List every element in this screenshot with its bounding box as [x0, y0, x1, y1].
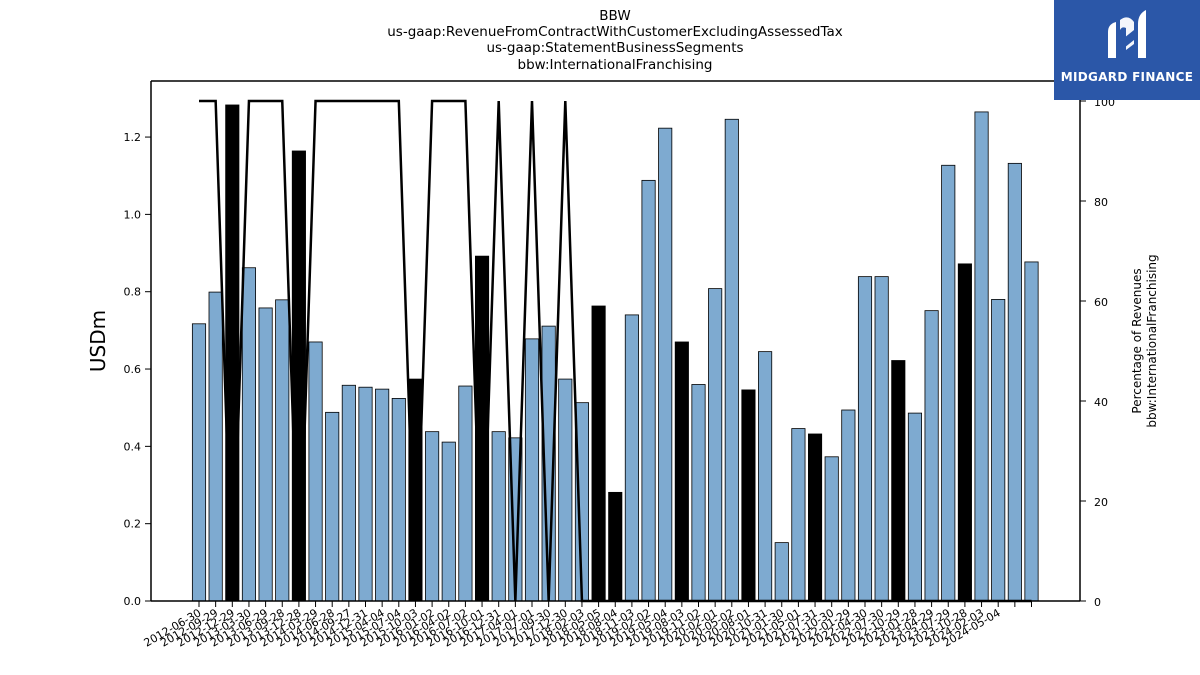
- bar: [758, 351, 773, 602]
- y-tick-label: 0.0: [124, 595, 142, 608]
- bar: [291, 150, 306, 602]
- bar: [941, 164, 956, 602]
- bar: [241, 267, 257, 602]
- bar: [824, 456, 839, 602]
- bar: [991, 299, 1006, 602]
- bar: [275, 299, 290, 602]
- bar: [924, 310, 939, 602]
- bar: [724, 118, 739, 602]
- chart-title-line-1: BBW: [599, 8, 630, 24]
- bar: [691, 384, 706, 602]
- bar: [808, 433, 823, 602]
- y-tick-label: 0.6: [124, 363, 142, 376]
- bar: [857, 276, 873, 602]
- bar: [974, 111, 989, 602]
- bar: [208, 291, 223, 602]
- y-tick-label: 0.8: [124, 286, 142, 299]
- bar: [524, 338, 540, 602]
- bar: [558, 378, 573, 602]
- bar: [491, 431, 506, 602]
- brand-logo: MIDGARD FINANCE: [1054, 0, 1200, 100]
- chart-title-line-3: us-gaap:StatementBusinessSegments: [486, 40, 743, 56]
- bar: [641, 179, 656, 602]
- logo-mark-icon: [1108, 10, 1146, 58]
- bar: [741, 389, 756, 602]
- bar: [325, 411, 340, 602]
- x-axis-ticks: 2012-06-302012-09-292012-12-292013-03-30…: [142, 601, 1032, 650]
- bar: [1024, 261, 1039, 602]
- bar-series: [191, 104, 1039, 602]
- bar: [957, 263, 972, 602]
- y-axis-right-label-line-2: bbw:InternationalFranchising: [1145, 254, 1159, 427]
- bar: [841, 409, 856, 602]
- bar: [1007, 162, 1022, 602]
- bar: [341, 384, 356, 602]
- bar: [258, 307, 273, 602]
- bar: [391, 398, 406, 602]
- bar: [708, 288, 723, 602]
- y-right-tick-label: 80: [1094, 196, 1108, 209]
- y-axis-right-label-line-1: Percentage of Revenues: [1130, 268, 1144, 413]
- bar: [375, 388, 390, 602]
- chart-title-line-2: us-gaap:RevenueFromContractWithCustomerE…: [387, 24, 843, 40]
- bar: [358, 386, 373, 602]
- y-right-tick-label: 40: [1094, 396, 1108, 409]
- y-right-tick-label: 20: [1094, 496, 1108, 509]
- y-right-tick-label: 0: [1094, 596, 1101, 609]
- chart-title-line-4: bbw:InternationalFranchising: [518, 57, 713, 73]
- bar: [458, 385, 473, 602]
- bar: [425, 431, 440, 602]
- y-tick-label: 0.2: [124, 518, 142, 531]
- bar: [608, 491, 623, 602]
- bar: [907, 412, 922, 602]
- y-tick-label: 1.2: [124, 131, 142, 144]
- y-axis-left-ticks: 0.0 0.2 0.4 0.6 0.8 1.0 1.2: [124, 131, 151, 608]
- axes: [150, 80, 1081, 602]
- y-right-tick-label: 60: [1094, 296, 1108, 309]
- bar: [441, 441, 456, 602]
- bar: [874, 276, 889, 602]
- bar: [308, 341, 323, 602]
- bar: [891, 360, 906, 602]
- y-tick-label: 1.0: [124, 208, 142, 221]
- bar: [791, 428, 806, 602]
- y-axis-left-label: USDm: [86, 310, 110, 372]
- bar: [591, 305, 606, 602]
- bar: [191, 323, 207, 602]
- bar: [774, 542, 789, 602]
- bar: [658, 127, 673, 602]
- bar: [674, 341, 689, 602]
- chart-title: BBW us-gaap:RevenueFromContractWithCusto…: [387, 8, 843, 73]
- bar: [624, 314, 639, 602]
- bar: [225, 104, 240, 602]
- y-tick-label: 0.4: [124, 440, 142, 453]
- logo-text: MIDGARD FINANCE: [1060, 70, 1194, 84]
